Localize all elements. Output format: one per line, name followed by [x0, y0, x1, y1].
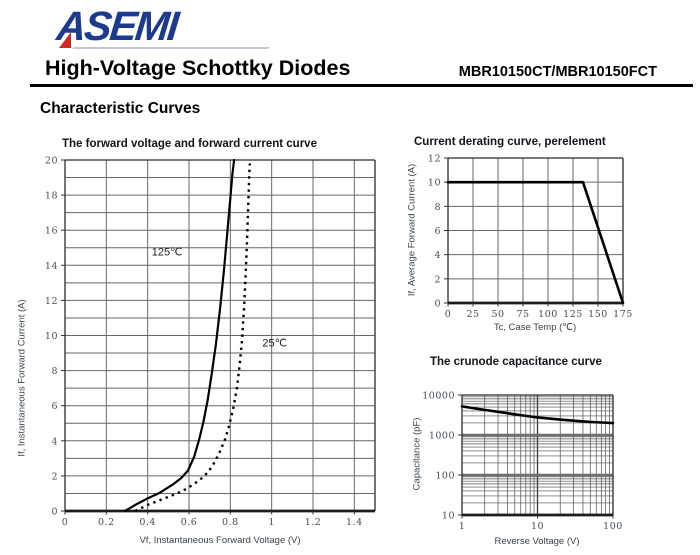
svg-text:20: 20: [45, 156, 58, 167]
svg-text:10: 10: [531, 521, 544, 532]
svg-text:0: 0: [445, 309, 452, 320]
chart1-title: The forward voltage and forward current …: [62, 138, 317, 150]
svg-text:0.4: 0.4: [139, 517, 156, 528]
svg-text:4: 4: [434, 250, 441, 261]
svg-text:6: 6: [434, 226, 441, 237]
chart3-title: The crunode capacitance curve: [430, 356, 602, 368]
svg-text:125: 125: [563, 309, 583, 320]
svg-text:10: 10: [45, 331, 58, 342]
asemi-logo-text: ASEMI: [54, 3, 180, 49]
svg-text:25: 25: [466, 309, 479, 320]
header-divider: [30, 84, 693, 87]
svg-text:1: 1: [459, 521, 466, 532]
svg-text:2: 2: [51, 471, 58, 482]
svg-text:125℃: 125℃: [152, 246, 183, 258]
series-125℃: [123, 158, 236, 513]
svg-text:10: 10: [428, 178, 441, 189]
svg-text:8: 8: [434, 202, 441, 213]
chart2-yaxis-label: If, Average Forward Current (A): [406, 163, 418, 297]
svg-text:12: 12: [428, 154, 441, 165]
part-number: MBR10150CT/MBR10150FCT: [458, 64, 657, 80]
svg-text:2: 2: [434, 274, 441, 285]
svg-text:18: 18: [45, 191, 58, 202]
svg-text:4: 4: [51, 436, 58, 447]
asemi-logo: ASEMI: [54, 3, 270, 50]
svg-text:0: 0: [62, 517, 69, 528]
svg-text:14: 14: [45, 261, 58, 272]
svg-text:100: 100: [603, 521, 623, 532]
svg-text:0.2: 0.2: [98, 517, 115, 528]
series-capacitance: [460, 405, 615, 425]
svg-text:150: 150: [588, 309, 608, 320]
svg-text:100: 100: [435, 471, 455, 482]
svg-text:12: 12: [45, 296, 58, 307]
chart2-xaxis-label: Tc, Case Temp (℃): [493, 322, 577, 333]
svg-text:1.4: 1.4: [346, 517, 363, 528]
series-25℃: [134, 163, 251, 513]
svg-text:75: 75: [516, 309, 529, 320]
section-heading: Characteristic Curves: [40, 100, 201, 117]
chart1-yaxis-label: If, Instantaneous Forward Current (A): [16, 299, 28, 457]
svg-text:1.2: 1.2: [305, 517, 322, 528]
svg-text:10: 10: [442, 511, 455, 522]
capacitance-chart: 1 10 100 10 100 1000 10000: [422, 391, 623, 533]
svg-text:0.6: 0.6: [181, 517, 198, 528]
chart3-yaxis-label: Capacitance (pF): [411, 417, 423, 491]
svg-text:6: 6: [51, 401, 58, 412]
svg-text:175: 175: [613, 309, 633, 320]
svg-text:100: 100: [538, 309, 558, 320]
series-derating: [446, 180, 625, 305]
logo-swoosh-icon: [72, 47, 270, 49]
svg-text:1000: 1000: [429, 431, 455, 442]
chart2-title: Current derating curve, perelement: [414, 136, 606, 148]
chart3-xaxis-label: Reverse Voltage (V): [494, 536, 580, 547]
forward-voltage-current-chart: 0 0.2 0.4 0.6 0.8 1 1.2 1.4 0 2 4 6 8 10 12 14 16 18 20 125…: [45, 156, 376, 528]
svg-text:1: 1: [268, 517, 275, 528]
svg-text:50: 50: [491, 309, 504, 320]
svg-text:8: 8: [51, 366, 58, 377]
page-title: High-Voltage Schottky Diodes: [45, 56, 351, 80]
svg-text:0.8: 0.8: [222, 517, 239, 528]
svg-text:25℃: 25℃: [262, 338, 287, 350]
svg-text:0: 0: [434, 299, 441, 310]
svg-text:0: 0: [51, 507, 58, 518]
svg-text:10000: 10000: [422, 391, 455, 402]
chart1-xaxis-label: Vf, Instantaneous Forward Voltage (V): [139, 535, 301, 546]
svg-text:16: 16: [45, 226, 58, 237]
current-derating-chart: 0 25 50 75 100 125 150 175 0 2 4 6 8 10 12: [428, 154, 633, 321]
